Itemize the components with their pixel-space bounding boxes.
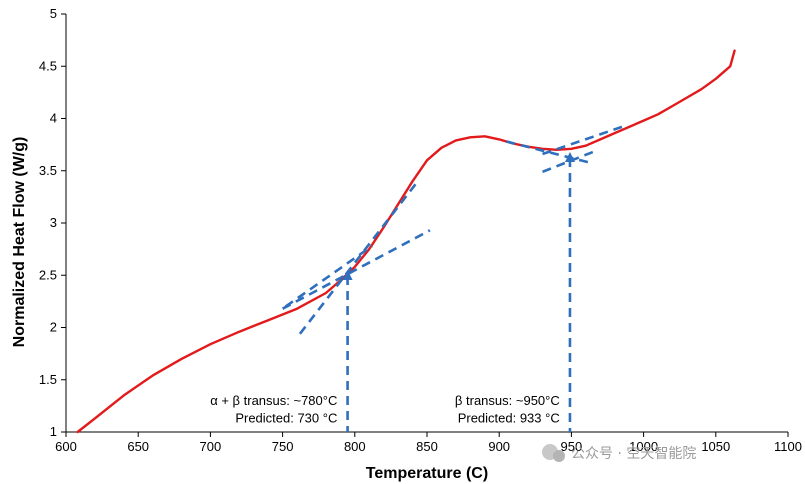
x-tick-label: 1050 [701, 439, 730, 454]
drop-lines [342, 151, 575, 432]
y-tick-label: 4.5 [39, 58, 57, 73]
tangent-line [284, 244, 373, 308]
x-tick-label: 650 [127, 439, 149, 454]
x-axis-ticks: 600 650 700 750 800 850 900 950 1000 1050 1100 [55, 432, 802, 454]
watermark-text: 公众号 · 空天智能院 [571, 446, 696, 462]
tangent-line [298, 183, 417, 335]
tangent-lines [281, 125, 623, 335]
x-tick-label: 700 [200, 439, 222, 454]
tangent-line [542, 150, 594, 174]
annotation-measured: β transus: ~950°C [455, 393, 560, 408]
y-tick-label: 2 [50, 320, 57, 335]
annotation-predicted: Predicted: 730 °C [235, 411, 337, 426]
arrowhead-icon [564, 151, 575, 162]
y-axis-ticks: 1 1.5 2 2.5 3 3.5 4 4.5 5 [39, 6, 66, 439]
annotations: α + β transus: ~780°C Predicted: 730 °C β … [210, 393, 560, 426]
wechat-logo-icon-secondary [553, 450, 565, 462]
y-tick-label: 3 [50, 215, 57, 230]
y-tick-label: 5 [50, 6, 57, 21]
x-tick-label: 1000 [629, 439, 658, 454]
annotation-measured: α + β transus: ~780°C [210, 393, 337, 408]
x-tick-label: 600 [55, 439, 77, 454]
watermark: 公众号 · 空天智能院 [542, 444, 696, 462]
x-tick-label: 800 [344, 439, 366, 454]
y-tick-label: 1 [50, 424, 57, 439]
y-tick-label: 1.5 [39, 372, 57, 387]
axes [65, 14, 788, 433]
y-tick-label: 2.5 [39, 267, 57, 282]
y-tick-label: 4 [50, 111, 57, 126]
series-line [76, 49, 736, 434]
x-tick-label: 950 [561, 439, 583, 454]
x-tick-label: 750 [272, 439, 294, 454]
y-axis-title: Normalized Heat Flow (W/g) [11, 137, 28, 348]
y-tick-label: 3.5 [39, 163, 57, 178]
x-tick-label: 1100 [774, 439, 802, 454]
x-tick-label: 850 [416, 439, 438, 454]
x-axis-title: Temperature (C) [366, 465, 488, 482]
annotation-predicted: Predicted: 933 °C [458, 411, 560, 426]
tangent-line [281, 229, 431, 310]
series-layer [76, 49, 736, 434]
x-tick-label: 900 [488, 439, 510, 454]
arrowhead-icon [342, 270, 353, 281]
